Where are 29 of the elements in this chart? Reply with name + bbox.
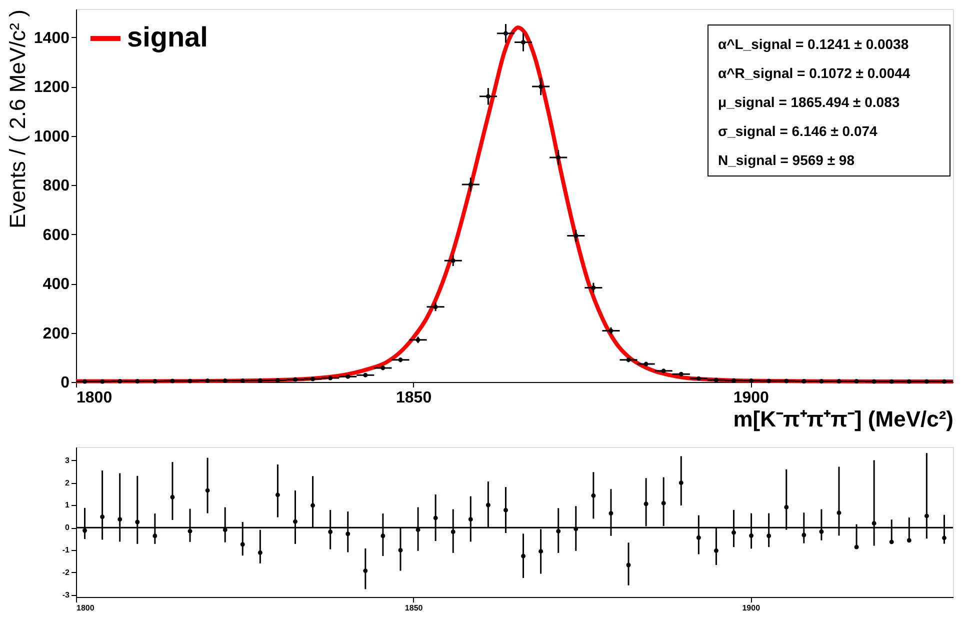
annotation: μ_signal = 1865.494 ± 0.083 — [718, 94, 900, 110]
annotation: α^L_signal = 0.1241 ± 0.0038 — [718, 36, 909, 52]
y-tick-label: -2 — [62, 568, 70, 577]
x-axis-title: m[K⁻π⁺π⁺π⁻] (MeV/c²) — [733, 406, 954, 432]
x-tick-label: 1800 — [76, 604, 95, 612]
annotation: α^R_signal = 0.1072 ± 0.0044 — [718, 65, 910, 81]
x-tick-label: 1850 — [396, 390, 432, 406]
y-tick-label: -1 — [62, 545, 70, 554]
y-tick-label: 1200 — [34, 79, 70, 96]
legend-label: signal — [127, 22, 208, 52]
y-tick-label: 1400 — [34, 30, 70, 47]
x-tick-label: 1800 — [76, 390, 112, 406]
x-tick-label: 1900 — [742, 604, 761, 612]
y-axis-title: Events / ( 2.6 MeV/c² ) — [4, 10, 30, 228]
y-tick-label: 3 — [65, 456, 70, 465]
y-tick-label: 200 — [42, 325, 70, 342]
y-tick-label: 2 — [65, 478, 70, 488]
y-tick-label: 0 — [60, 374, 70, 392]
y-tick-label: 1000 — [34, 128, 70, 146]
annotation: σ_signal = 6.146 ± 0.074 — [718, 123, 878, 139]
annotation: N_signal = 9569 ± 98 — [718, 152, 855, 168]
x-tick-label: 1850 — [404, 604, 424, 612]
y-tick-label: 800 — [42, 178, 70, 195]
y-tick-label: 1 — [65, 500, 70, 510]
y-tick-label: 600 — [42, 226, 70, 244]
y-tick-label: 400 — [42, 276, 70, 294]
y-tick-label: 0 — [65, 523, 70, 532]
y-tick-label: -3 — [62, 590, 70, 600]
x-tick-label: 1900 — [733, 390, 770, 406]
